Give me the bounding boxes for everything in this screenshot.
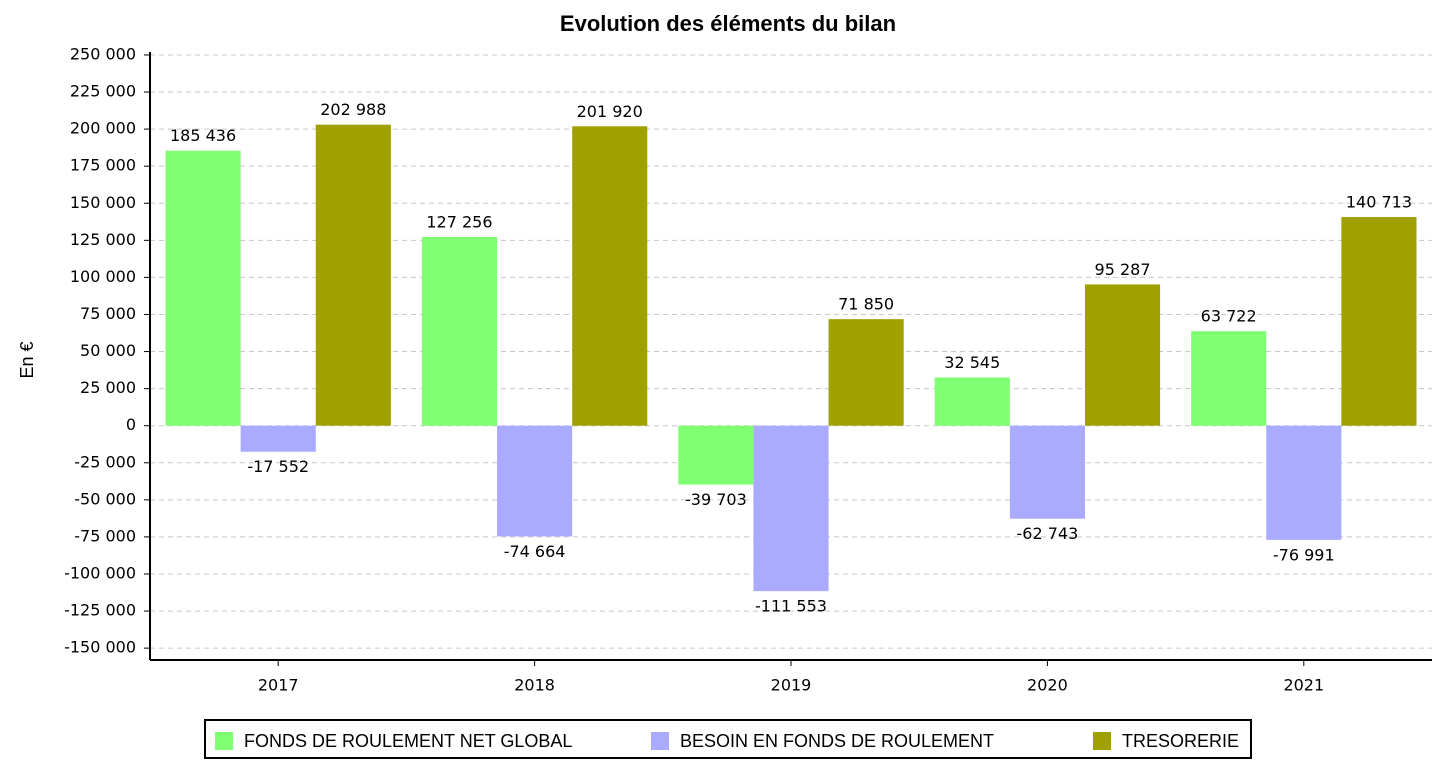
y-tick-label: 125 000 bbox=[70, 230, 136, 249]
data-label: 201 920 bbox=[577, 102, 643, 121]
bar bbox=[165, 150, 241, 426]
y-tick-label: 25 000 bbox=[80, 378, 136, 397]
bar bbox=[1084, 284, 1161, 426]
legend-text: BESOIN EN FONDS DE ROULEMENT bbox=[680, 731, 994, 751]
bar bbox=[315, 124, 391, 426]
data-label: 32 545 bbox=[944, 353, 1000, 372]
bar bbox=[421, 236, 498, 426]
data-label: -111 553 bbox=[755, 597, 827, 616]
data-label: -74 664 bbox=[504, 542, 566, 561]
data-label: 202 988 bbox=[320, 100, 386, 119]
bar bbox=[497, 425, 573, 537]
y-tick-label: 75 000 bbox=[80, 304, 136, 323]
data-label: -62 743 bbox=[1017, 524, 1079, 543]
bar bbox=[572, 126, 648, 426]
x-tick-label: 2021 bbox=[1283, 676, 1324, 695]
bar bbox=[1341, 217, 1417, 426]
x-tick-label: 2019 bbox=[771, 676, 812, 695]
y-tick-label: -75 000 bbox=[74, 526, 136, 545]
y-tick-label: 50 000 bbox=[80, 341, 136, 360]
bar bbox=[678, 425, 754, 485]
chart-title: Evolution des éléments du bilan bbox=[560, 11, 896, 36]
legend-swatch bbox=[215, 732, 233, 750]
data-label: 71 850 bbox=[838, 295, 894, 314]
y-tick-label: 0 bbox=[126, 415, 136, 434]
y-tick-label: 200 000 bbox=[70, 119, 136, 138]
y-tick-label: -25 000 bbox=[74, 452, 136, 471]
y-tick-label: 100 000 bbox=[70, 267, 136, 286]
y-tick-label: 250 000 bbox=[70, 44, 136, 63]
y-tick-label: 225 000 bbox=[70, 82, 136, 101]
data-label: -39 703 bbox=[685, 490, 747, 509]
y-axis-label: En € bbox=[17, 341, 37, 378]
legend-text: TRESORERIE bbox=[1122, 731, 1239, 751]
y-tick-label: -150 000 bbox=[64, 638, 136, 657]
data-label: 127 256 bbox=[426, 212, 492, 231]
data-label: -76 991 bbox=[1273, 545, 1335, 564]
y-tick-label: -50 000 bbox=[74, 489, 136, 508]
data-label: 185 436 bbox=[170, 126, 236, 145]
legend-text: FONDS DE ROULEMENT NET GLOBAL bbox=[244, 731, 572, 751]
bar bbox=[934, 377, 1010, 426]
bar bbox=[1009, 425, 1085, 519]
data-label: 63 722 bbox=[1201, 307, 1257, 326]
x-tick-label: 2017 bbox=[258, 676, 299, 695]
y-tick-label: -100 000 bbox=[64, 563, 136, 582]
data-label: -17 552 bbox=[247, 457, 309, 476]
y-tick-label: -125 000 bbox=[64, 601, 136, 620]
y-tick-label: 175 000 bbox=[70, 156, 136, 175]
legend-swatch bbox=[1093, 732, 1111, 750]
bar bbox=[1266, 425, 1342, 540]
x-tick-label: 2018 bbox=[514, 676, 555, 695]
bar bbox=[240, 425, 316, 452]
data-label: 95 287 bbox=[1095, 260, 1151, 279]
y-tick-label: 150 000 bbox=[70, 193, 136, 212]
x-tick-label: 2020 bbox=[1027, 676, 1068, 695]
bar bbox=[753, 425, 829, 592]
legend-swatch bbox=[651, 732, 669, 750]
bar bbox=[828, 319, 904, 426]
data-label: 140 713 bbox=[1346, 193, 1412, 212]
legend-box bbox=[204, 719, 1252, 759]
bar bbox=[1191, 331, 1267, 426]
